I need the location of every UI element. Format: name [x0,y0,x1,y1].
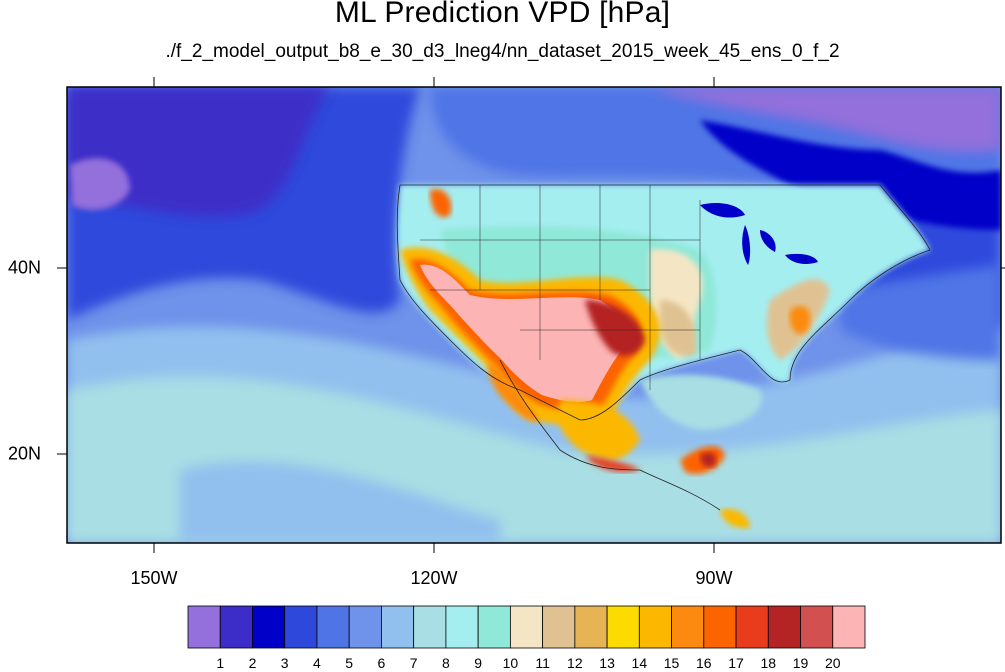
vpd-field [67,87,1001,543]
colorbar-swatch [219,605,253,649]
colorbar-tick-label: 19 [792,655,809,671]
pacific-patch [180,461,500,543]
colorbar-tick-label: 11 [535,655,550,671]
colorbar-tick-label: 16 [696,655,712,671]
mexico-yellow [558,400,640,460]
colorbar-swatch [606,605,640,649]
colorbar-swatch [252,605,286,649]
colorbar-swatch [445,605,479,649]
colorbar-tick-label: 8 [441,655,450,671]
texas-dark-red [585,300,645,356]
lake-superior [700,203,745,218]
boundaries [396,184,931,511]
colorbar-tick-label: 12 [567,655,583,671]
map-frame [66,86,1002,544]
us-coastline [396,184,931,421]
lake-erie [785,253,818,264]
mississippi-tan [660,300,697,357]
mexico-red-strip [585,455,640,472]
colorbar-tick-label: 9 [474,655,483,671]
colorbar-swatch [381,605,415,649]
colorbar-swatch [574,605,608,649]
colorbar-swatch [348,605,382,649]
lake-huron [760,230,776,252]
colorbar-tick-label: 1 [216,655,225,671]
lat-label-40n: 40N [7,257,41,278]
gulf-of-mexico [640,374,762,430]
colorbar-tick-label: 2 [248,655,257,671]
colorbar-tick-label: 10 [502,655,519,671]
colorbar-swatch [477,605,511,649]
colorbar-swatch [187,605,221,649]
pacific-purple-patch [70,158,130,210]
colorbar-tick-label: 6 [377,655,386,671]
colorbar-swatch [284,605,318,649]
colorbar-swatch [542,605,576,649]
colorbar-tick-label: 13 [599,655,615,671]
colorbar-swatch [316,605,350,649]
lake-michigan [742,225,751,265]
arctic-purple [650,87,1001,153]
colorbar [187,605,866,649]
lon-label-90w: 90W [695,568,733,588]
colorbar-swatch [703,605,737,649]
lon-label-150w: 150W [130,568,178,588]
colorbar-tick-label: 20 [824,655,841,671]
colorbar-swatch [638,605,672,649]
colorbar-tick-label: 3 [280,655,289,671]
colorbar-tick-label: 5 [345,655,354,671]
colorbar-swatch [767,605,801,649]
colorbar-tick-label: 17 [728,655,744,671]
lat-label-20n: 20N [7,443,41,464]
colorbar-tick-label: 14 [631,655,648,671]
mexico-coast [499,359,721,511]
colorbar-swatch [509,605,544,649]
colorbar-tick-label: 18 [760,655,777,671]
gulf-alaska-core [67,87,330,217]
colorbar-tick-label: 7 [409,655,418,671]
colorbar-swatch [832,605,866,649]
colorbar-swatch [735,605,769,649]
colorbar-tick-label: 15 [663,655,680,671]
southeast-orange [789,306,811,334]
canada-border [400,184,931,251]
hudson-dark [700,120,1001,230]
nw-orange-spot [430,189,452,218]
colorbar-swatch [671,605,705,649]
caribbean-red [700,452,717,468]
map-subtitle: ./f_2_model_output_b8_e_30_d3_lneg4/nn_d… [165,41,840,62]
panama-yellow [720,508,750,529]
atlantic-mid [840,265,1001,360]
southwest-pink [420,264,627,403]
axis-ticks [57,77,1005,553]
state-lines [420,185,701,390]
lon-label-120w: 120W [410,568,458,588]
colorbar-swatch [413,605,447,649]
map-title: ML Prediction VPD [hPa] [334,0,671,29]
colorbar-swatch [800,605,834,649]
colorbar-tick-label: 4 [313,655,321,671]
